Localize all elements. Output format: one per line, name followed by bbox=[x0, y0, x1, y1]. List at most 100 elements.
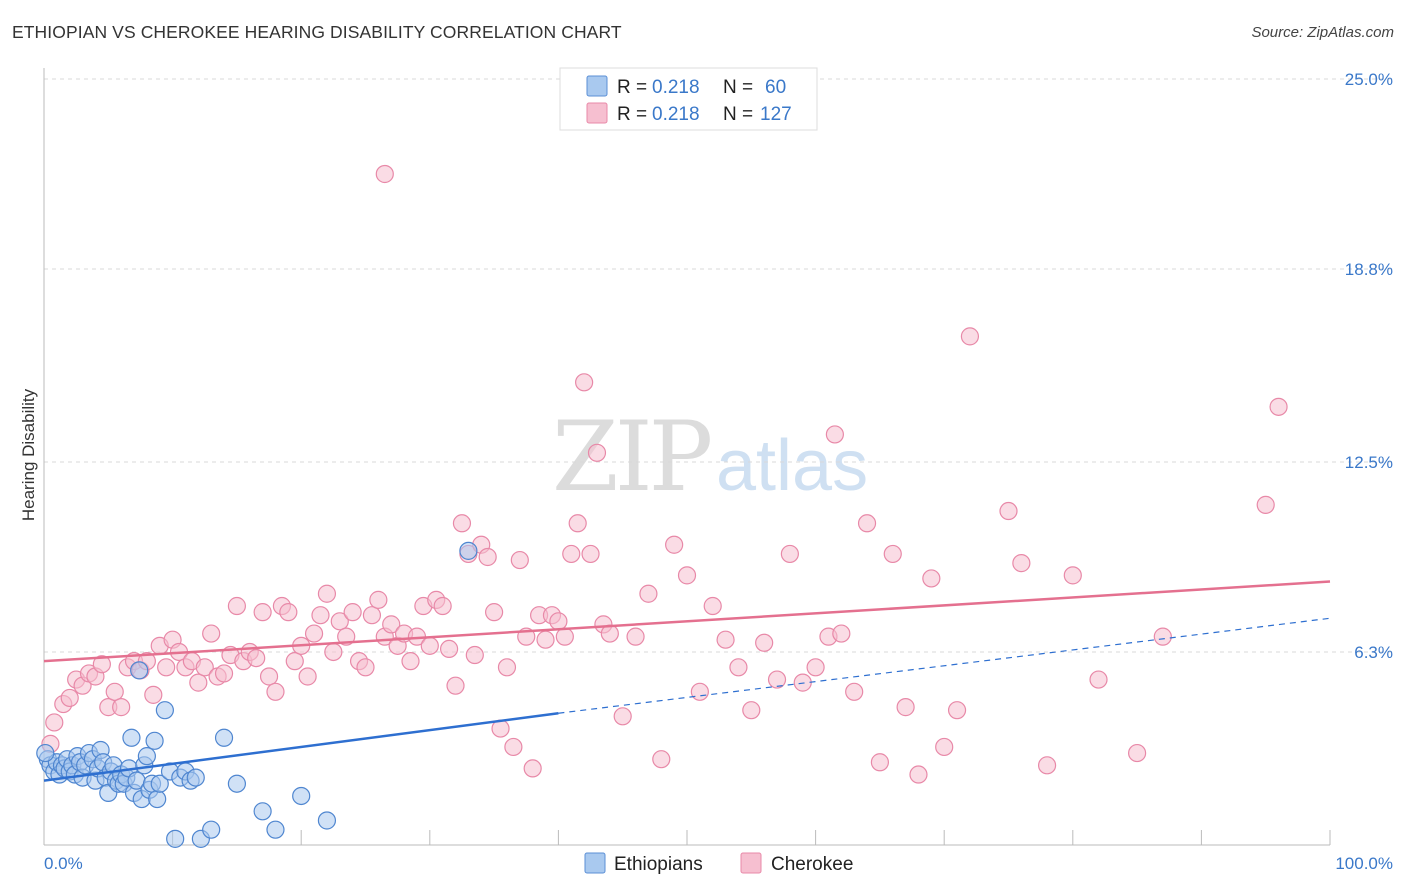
data-point bbox=[742, 701, 761, 720]
trend-line-ethiopians bbox=[43, 712, 559, 782]
watermark: ZIP atlas bbox=[552, 401, 868, 513]
data-point bbox=[1153, 627, 1172, 646]
legend-r-label-1: R = bbox=[617, 77, 647, 98]
data-point bbox=[806, 658, 825, 677]
data-point bbox=[382, 615, 401, 634]
bottom-legend-label-ethiopians: Ethiopians bbox=[614, 854, 703, 875]
data-point bbox=[446, 676, 465, 695]
data-point bbox=[337, 627, 356, 646]
data-point bbox=[1037, 756, 1057, 775]
data-point bbox=[195, 658, 214, 677]
data-point bbox=[857, 514, 877, 533]
data-point bbox=[935, 737, 954, 757]
data-point bbox=[690, 682, 709, 701]
data-point bbox=[317, 584, 337, 603]
data-point bbox=[497, 658, 517, 677]
data-point bbox=[581, 544, 600, 564]
data-point bbox=[202, 820, 221, 839]
data-point bbox=[112, 698, 131, 717]
data-point bbox=[145, 731, 164, 750]
data-point bbox=[1256, 495, 1275, 514]
y-tick-label: 18.8% bbox=[1345, 260, 1393, 279]
data-point bbox=[549, 612, 568, 631]
data-point bbox=[832, 624, 851, 643]
series-ethiopians bbox=[36, 541, 478, 848]
data-point bbox=[825, 425, 844, 444]
y-tick-labels: 6.3% 12.5% 18.8% 25.0% bbox=[1345, 70, 1393, 662]
legend-r-value-2: 0.218 bbox=[652, 104, 700, 125]
data-point bbox=[555, 627, 574, 646]
data-point bbox=[137, 747, 156, 766]
data-point bbox=[523, 759, 542, 778]
watermark-atlas: atlas bbox=[716, 426, 868, 506]
data-point bbox=[433, 596, 452, 616]
trend-line-cherokee bbox=[43, 580, 1331, 663]
data-point bbox=[362, 606, 382, 625]
data-point bbox=[909, 765, 928, 784]
data-point bbox=[150, 774, 169, 793]
data-point bbox=[266, 820, 285, 839]
data-point bbox=[214, 728, 234, 747]
x-tick-label-max: 100.0% bbox=[1335, 854, 1393, 873]
data-point bbox=[304, 624, 324, 643]
data-point bbox=[420, 636, 439, 655]
x-axis-ticks bbox=[43, 830, 1331, 845]
data-point bbox=[568, 514, 587, 533]
data-point bbox=[259, 667, 279, 686]
data-point bbox=[626, 627, 645, 646]
data-point bbox=[767, 670, 787, 689]
data-point bbox=[60, 688, 79, 708]
data-point bbox=[960, 327, 980, 346]
data-point bbox=[214, 664, 234, 683]
legend: R = 0.218 N = 60 R = 0.218 N = 127 bbox=[559, 67, 818, 131]
data-point bbox=[253, 603, 272, 622]
legend-n-label-1: N = bbox=[723, 77, 753, 98]
data-point bbox=[92, 655, 111, 674]
data-point bbox=[613, 707, 632, 726]
y-tick-label: 25.0% bbox=[1345, 70, 1393, 89]
data-point bbox=[510, 550, 529, 570]
data-point bbox=[266, 682, 285, 701]
x-tick-label-min: 0.0% bbox=[44, 854, 83, 873]
y-axis-label: Hearing Disability bbox=[19, 388, 38, 521]
data-point bbox=[999, 501, 1018, 521]
data-point bbox=[780, 544, 799, 564]
data-point bbox=[343, 603, 362, 622]
data-point bbox=[311, 606, 330, 625]
data-point bbox=[716, 630, 735, 649]
chart-title: ETHIOPIAN VS CHEROKEE HEARING DISABILITY… bbox=[12, 22, 622, 42]
data-point bbox=[247, 648, 266, 668]
data-point bbox=[155, 701, 174, 720]
data-point bbox=[166, 829, 185, 848]
data-point bbox=[459, 541, 478, 560]
legend-swatch-ethiopians bbox=[586, 75, 608, 97]
grid-lines bbox=[44, 78, 1393, 653]
data-point bbox=[587, 443, 607, 462]
data-point bbox=[1063, 566, 1082, 585]
data-point bbox=[870, 753, 890, 772]
data-point bbox=[144, 685, 163, 704]
data-point bbox=[452, 514, 472, 533]
data-point bbox=[36, 743, 55, 763]
data-point bbox=[45, 713, 64, 732]
data-point bbox=[465, 645, 484, 665]
bottom-legend-label-cherokee: Cherokee bbox=[771, 854, 853, 875]
data-point bbox=[227, 596, 246, 616]
data-point bbox=[478, 547, 497, 567]
data-point bbox=[317, 811, 337, 830]
data-point bbox=[922, 569, 941, 588]
data-point bbox=[324, 642, 343, 662]
data-point bbox=[122, 728, 141, 747]
trend-line-ethiopians-extension bbox=[558, 617, 1331, 714]
bottom-legend-swatch-ethiopians bbox=[584, 852, 606, 874]
data-point bbox=[157, 658, 176, 677]
data-point bbox=[330, 612, 349, 631]
legend-n-value-1: 60 bbox=[765, 77, 786, 98]
data-point bbox=[439, 639, 459, 659]
data-point bbox=[896, 698, 915, 717]
data-point bbox=[677, 566, 697, 585]
data-point bbox=[665, 535, 684, 554]
data-point bbox=[369, 590, 388, 609]
y-tick-label: 6.3% bbox=[1354, 643, 1393, 662]
